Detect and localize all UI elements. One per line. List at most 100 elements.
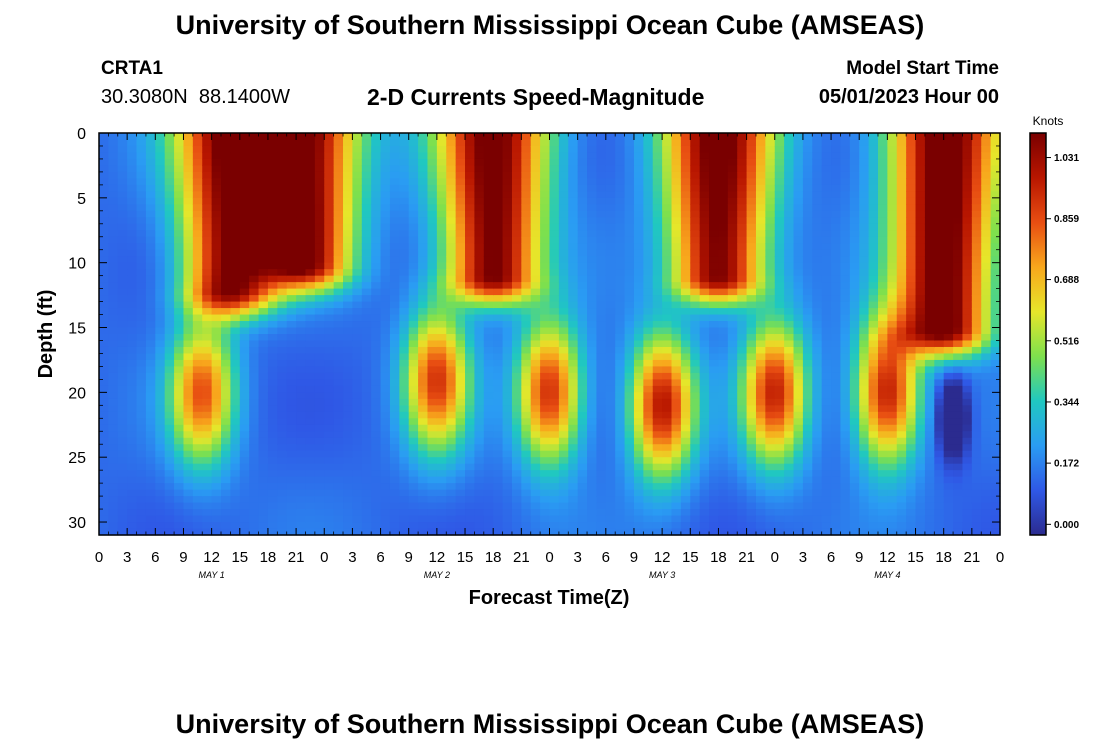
heatmap-cell — [568, 269, 579, 277]
heatmap-cell — [474, 346, 485, 355]
heatmap-cell — [633, 405, 644, 413]
heatmap-cell — [314, 262, 325, 270]
heatmap-cell — [221, 411, 231, 419]
heatmap-cell — [164, 463, 175, 471]
heatmap-cell — [192, 476, 203, 484]
heatmap-cell — [145, 366, 156, 374]
heatmap-cell — [286, 288, 297, 296]
heatmap-cell — [596, 321, 607, 329]
heatmap-cell — [690, 359, 701, 368]
heatmap-cell — [502, 230, 513, 238]
heatmap-cell — [277, 288, 288, 296]
heatmap-cell — [540, 165, 551, 173]
heatmap-cell — [643, 515, 654, 523]
heatmap-cell — [568, 152, 579, 160]
heatmap-cell — [117, 165, 128, 173]
heatmap-cell — [530, 256, 541, 264]
heatmap-cell — [643, 243, 654, 251]
heatmap-cell — [737, 262, 748, 270]
heatmap-cell — [784, 204, 795, 212]
heatmap-cell — [145, 210, 156, 218]
heatmap-cell — [408, 411, 419, 419]
heatmap-cell — [802, 217, 813, 225]
heatmap-cell — [352, 359, 363, 368]
heatmap-cell — [615, 437, 626, 445]
heatmap-cell — [718, 522, 729, 530]
heatmap-cell — [474, 340, 485, 348]
heatmap-cell — [108, 262, 119, 270]
heatmap-cell — [483, 463, 494, 471]
heatmap-cell — [568, 379, 579, 387]
heatmap-cell — [483, 282, 494, 290]
heatmap-cell — [737, 444, 748, 452]
heatmap-cell — [324, 353, 335, 361]
heatmap-cell — [361, 314, 372, 322]
heatmap-cell — [511, 463, 522, 471]
heatmap-cell — [755, 515, 766, 523]
heatmap-cell — [483, 398, 494, 406]
heatmap-cell — [840, 197, 851, 205]
heatmap-cell — [352, 522, 363, 530]
heatmap-cell — [605, 392, 616, 400]
heatmap-cell — [821, 184, 832, 192]
heatmap-cell — [521, 411, 532, 419]
heatmap-cell — [192, 321, 203, 329]
heatmap-cell — [718, 269, 729, 277]
heatmap-cell — [145, 171, 156, 179]
heatmap-cell — [718, 411, 729, 419]
heatmap-cell — [793, 405, 804, 413]
heatmap-cell — [849, 184, 860, 192]
heatmap-cell — [455, 424, 466, 432]
heatmap-cell — [530, 411, 541, 419]
heatmap-cell — [737, 431, 748, 439]
heatmap-cell — [718, 379, 729, 387]
heatmap-cell — [446, 411, 457, 419]
heatmap-cell — [605, 204, 616, 212]
heatmap-cell — [145, 165, 156, 173]
heatmap-cell — [718, 308, 729, 316]
heatmap-cell — [127, 385, 138, 393]
heatmap-cell — [465, 418, 476, 426]
heatmap-cell — [774, 321, 785, 329]
heatmap-cell — [840, 405, 851, 413]
heatmap-cell — [755, 295, 766, 303]
heatmap-cell — [774, 204, 785, 212]
heatmap-cell — [305, 210, 316, 218]
heatmap-cell — [267, 476, 278, 484]
heatmap-cell — [821, 301, 832, 309]
heatmap-cell — [249, 340, 260, 348]
heatmap-cell — [455, 431, 466, 439]
heatmap-cell — [652, 385, 663, 393]
heatmap-cell — [286, 275, 297, 283]
heatmap-cell — [296, 392, 307, 400]
heatmap-cell — [680, 210, 691, 218]
heatmap-cell — [709, 509, 720, 517]
heatmap-cell — [540, 197, 551, 205]
heatmap-cell — [812, 483, 823, 491]
heatmap-cell — [174, 522, 185, 530]
heatmap-cell — [380, 152, 391, 160]
heatmap-cell — [333, 392, 344, 400]
heatmap-cell — [239, 522, 250, 530]
heatmap-cell — [465, 483, 476, 491]
heatmap-cell — [221, 321, 231, 329]
heatmap-cell — [793, 145, 804, 154]
heatmap-cell — [230, 230, 241, 238]
heatmap-cell — [361, 528, 372, 536]
heatmap-cell — [840, 210, 851, 218]
heatmap-cell — [371, 444, 382, 452]
heatmap-cell — [230, 327, 241, 335]
heatmap-cell — [633, 489, 644, 497]
heatmap-cell — [812, 431, 823, 439]
heatmap-cell — [615, 256, 626, 264]
heatmap-cell — [418, 327, 429, 335]
heatmap-cell — [136, 398, 147, 406]
heatmap-cell — [511, 158, 522, 167]
heatmap-cell — [662, 152, 673, 160]
heatmap-cell — [840, 171, 851, 179]
heatmap-cell — [680, 165, 691, 173]
heatmap-cell — [821, 191, 832, 199]
heatmap-cell — [343, 327, 354, 335]
heatmap-cell — [615, 288, 626, 296]
heatmap-cell — [343, 152, 354, 160]
